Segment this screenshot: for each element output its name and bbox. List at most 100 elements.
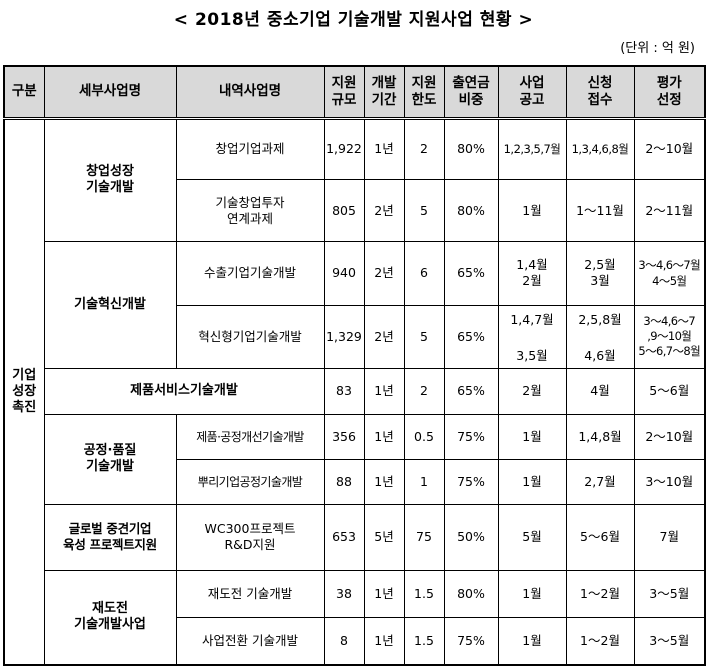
size: 8 — [323, 617, 365, 666]
sub-name: 재도전 기술개발 — [175, 569, 325, 619]
sub-name: 사업전환 기술개발 — [175, 617, 325, 666]
header-gubun: 구분 — [3, 65, 45, 120]
header-jiwon-gyumo: 지원 규모 — [323, 65, 365, 120]
period: 1년 — [363, 569, 405, 619]
ratio: 80% — [443, 179, 499, 242]
size: 83 — [323, 368, 365, 415]
header-sebu: 세부사업명 — [43, 65, 177, 120]
size: 653 — [323, 504, 365, 571]
header-naeyeok: 내역사업명 — [175, 65, 325, 120]
select: 3～4,6～7,9～10월 5～6,7～8월 — [633, 304, 706, 370]
sub-name: 수출기업기술개발 — [175, 240, 325, 306]
limit: 1.5 — [403, 569, 445, 619]
ratio: 75% — [443, 413, 499, 460]
period: 1년 — [363, 413, 405, 460]
limit: 2 — [403, 117, 445, 181]
limit: 5 — [403, 304, 445, 370]
sub-name: 창업기업과제 — [175, 117, 325, 181]
select: 3～4,6～7월 4～5월 — [633, 240, 706, 306]
notice: 1월 — [497, 413, 567, 460]
select: 3～5월 — [633, 617, 706, 666]
period: 5년 — [363, 504, 405, 571]
table-row: 사업전환 기술개발 8 1년 1.5 75% 1월 1～2월 3～5월 — [4, 617, 706, 666]
apply: 2,7월 — [565, 458, 635, 506]
table-row: 기술창업투자 연계과제 805 2년 5 80% 1월 1～11월 2～11월 — [4, 179, 706, 242]
notice: 5월 — [497, 504, 567, 571]
table-row: 글로벌 중견기업 육성 프로젝트지원 WC300프로젝트 R&D지원 653 5년 … — [4, 504, 706, 571]
apply: 1～2월 — [565, 617, 635, 666]
table-row: 제품서비스기술개발 83 1년 2 65% 2월 4월 5～6월 — [4, 368, 706, 415]
apply: 2,5월 3월 — [565, 240, 635, 306]
select: 2～10월 — [633, 413, 706, 460]
sub-name: 뿌리기업공정기술개발 — [175, 458, 325, 506]
limit: 5 — [403, 179, 445, 242]
group-innovation: 기술혁신개발 — [43, 240, 177, 370]
notice: 1월 — [497, 617, 567, 666]
ratio: 50% — [443, 504, 499, 571]
header-jiwon-hando: 지원 한도 — [403, 65, 445, 120]
notice: 1월 — [497, 569, 567, 619]
sub-name: 혁신형기업기술개발 — [175, 304, 325, 370]
size: 805 — [323, 179, 365, 242]
table-row: 뿌리기업공정기술개발 88 1년 1 75% 1월 2,7월 3～10월 — [4, 458, 706, 506]
limit: 1 — [403, 458, 445, 506]
group-product-service: 제품서비스기술개발 — [43, 368, 325, 415]
select: 2～11월 — [633, 179, 706, 242]
header-sincheong: 신청 접수 — [565, 65, 635, 120]
select: 2～10월 — [633, 117, 706, 181]
size: 1,329 — [323, 304, 365, 370]
limit: 75 — [403, 504, 445, 571]
sub-name: 제품·공정개선기술개발 — [175, 413, 325, 460]
apply: 2,5,8월 4,6월 — [565, 304, 635, 370]
size: 88 — [323, 458, 365, 506]
sub-name: 기술창업투자 연계과제 — [175, 179, 325, 242]
ratio: 75% — [443, 458, 499, 506]
header-chulyeon: 출연금 비중 — [443, 65, 499, 120]
header-row: 구분 세부사업명 내역사업명 지원 규모 개발 기간 지원 한도 출연금 비중 사업 공고… — [3, 65, 706, 120]
limit: 0.5 — [403, 413, 445, 460]
support-program-table: 구분 세부사업명 내역사업명 지원 규모 개발 기간 지원 한도 출연금 비중 사업 공고… — [3, 65, 706, 666]
notice: 1,4월 2월 — [497, 240, 567, 306]
table-row: 기술혁신개발 수출기업기술개발 940 2년 6 65% 1,4월 2월 2,5월… — [4, 240, 706, 370]
apply: 1,3,4,6,8월 — [565, 117, 635, 181]
period: 1년 — [363, 117, 405, 181]
group-restart: 재도전 기술개발사업 — [43, 569, 177, 666]
size: 1,922 — [323, 117, 365, 181]
notice: 1,4,7월 3,5월 — [497, 304, 567, 370]
notice: 1,2,3,5,7월 — [497, 117, 567, 181]
header-gaebal-gigan: 개발 기간 — [363, 65, 405, 120]
header-saeop-gonggo: 사업 공고 — [497, 65, 567, 120]
category-cell: 기업 성장 촉진 — [3, 117, 45, 666]
ratio: 80% — [443, 117, 499, 181]
ratio: 75% — [443, 617, 499, 666]
table-row: 기업 성장 촉진 창업성장 기술개발 창업기업과제 1,922 1년 2 80% 1,… — [3, 117, 706, 666]
notice: 1월 — [497, 458, 567, 506]
period: 1년 — [363, 368, 405, 415]
size: 356 — [323, 413, 365, 460]
header-pyeongga: 평가 선정 — [633, 65, 706, 120]
apply: 1～2월 — [565, 569, 635, 619]
period: 1년 — [363, 458, 405, 506]
group-process-quality: 공정·품질 기술개발 — [43, 413, 177, 506]
ratio: 80% — [443, 569, 499, 619]
size: 38 — [323, 569, 365, 619]
notice: 2월 — [497, 368, 567, 415]
limit: 2 — [403, 368, 445, 415]
table-row: 재도전 기술개발사업 재도전 기술개발 38 1년 1.5 80% 1월 1～2월… — [4, 569, 706, 666]
select: 3～5월 — [633, 569, 706, 619]
sub-name: WC300프로젝트 R&D지원 — [175, 504, 325, 571]
group-startup: 창업성장 기술개발 — [43, 117, 177, 242]
select: 3～10월 — [633, 458, 706, 506]
page-title: < 2018년 중소기업 기술개발 지원사업 현황 > — [173, 10, 534, 30]
size: 940 — [323, 240, 365, 306]
limit: 6 — [403, 240, 445, 306]
period: 2년 — [363, 304, 405, 370]
group-global: 글로벌 중견기업 육성 프로젝트지원 — [43, 504, 177, 571]
apply: 5～6월 — [565, 504, 635, 571]
ratio: 65% — [443, 304, 499, 370]
period: 1년 — [363, 617, 405, 666]
select: 5～6월 — [633, 368, 706, 415]
apply: 4월 — [565, 368, 635, 415]
period: 2년 — [363, 240, 405, 306]
notice: 1월 — [497, 179, 567, 242]
